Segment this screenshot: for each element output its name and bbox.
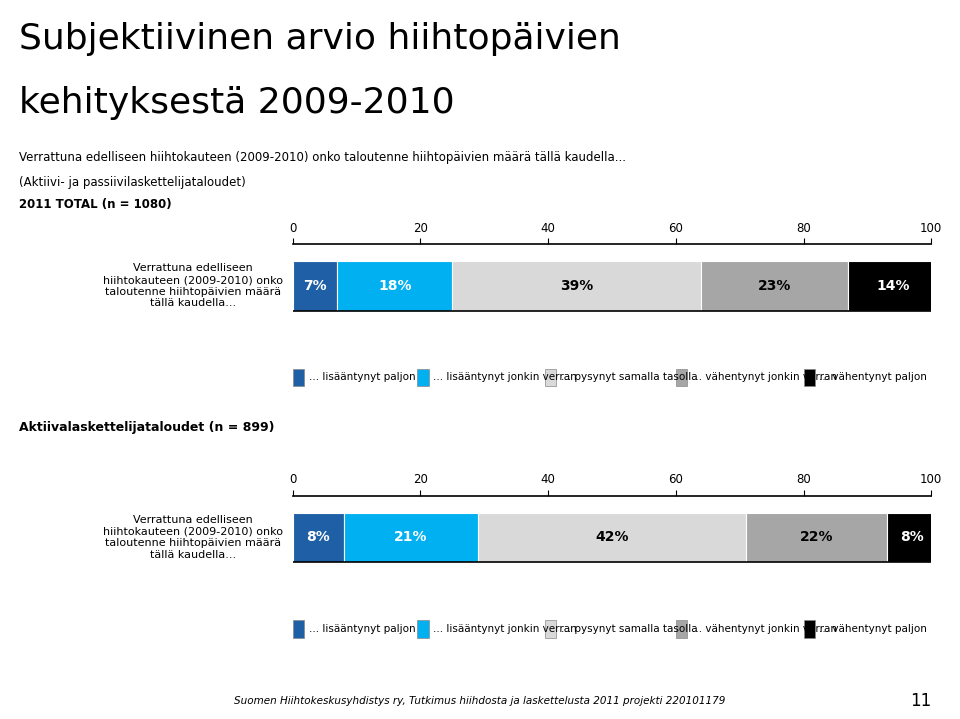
Text: 23%: 23% — [758, 279, 791, 293]
Bar — [452, 261, 702, 311]
Text: (Aktiivi- ja passiivilaskettelijataloudet): (Aktiivi- ja passiivilaskettelijataloude… — [19, 176, 246, 189]
Bar — [676, 620, 687, 638]
Bar — [545, 369, 557, 386]
Text: 22%: 22% — [800, 531, 833, 544]
Text: tns: tns — [31, 673, 62, 691]
Text: 11: 11 — [910, 692, 931, 710]
Bar — [478, 513, 746, 562]
Text: Verrattuna edelliseen hiihtokauteen (2009-2010) onko taloutenne hiihtopäivien mä: Verrattuna edelliseen hiihtokauteen (200… — [19, 151, 626, 164]
Bar — [418, 620, 429, 638]
Text: ... vähentynyt jonkin verran: ... vähentynyt jonkin verran — [692, 372, 837, 383]
Text: ... lisääntynyt paljon: ... lisääntynyt paljon — [309, 624, 416, 634]
Bar — [293, 261, 338, 311]
Text: Suomen Hiihtokeskusyhdistys ry, Tutkimus hiihdosta ja laskettelusta 2011 projekt: Suomen Hiihtokeskusyhdistys ry, Tutkimus… — [234, 696, 726, 706]
Bar — [702, 261, 849, 311]
Text: gallup: gallup — [72, 677, 119, 691]
Bar — [804, 620, 815, 638]
Text: kehityksestä 2009-2010: kehityksestä 2009-2010 — [19, 86, 455, 120]
Text: 39%: 39% — [561, 279, 593, 293]
Text: Aktiivalaskettelijataloudet (n = 899): Aktiivalaskettelijataloudet (n = 899) — [19, 421, 275, 434]
Text: Verrattuna edelliseen
hiihtokauteen (2009-2010) onko
taloutenne hiihtopäivien mä: Verrattuna edelliseen hiihtokauteen (200… — [104, 515, 283, 560]
Bar — [293, 620, 304, 638]
Bar — [849, 261, 938, 311]
Text: Verrattuna edelliseen
hiihtokauteen (2009-2010) onko
taloutenne hiihtopäivien mä: Verrattuna edelliseen hiihtokauteen (200… — [104, 263, 283, 308]
Bar — [338, 261, 452, 311]
Bar — [746, 513, 886, 562]
Text: 18%: 18% — [378, 279, 412, 293]
Bar — [293, 513, 344, 562]
Text: 42%: 42% — [595, 531, 629, 544]
Text: ... vähentynyt paljon: ... vähentynyt paljon — [820, 624, 927, 634]
Text: ... lisääntynyt paljon: ... lisääntynyt paljon — [309, 372, 416, 383]
Bar — [344, 513, 478, 562]
Bar — [293, 369, 304, 386]
Text: ... pysynyt samalla tasolla: ... pysynyt samalla tasolla — [561, 624, 698, 634]
Text: Subjektiivinen arvio hiihtopäivien: Subjektiivinen arvio hiihtopäivien — [19, 22, 621, 55]
Bar — [676, 369, 687, 386]
Text: 8%: 8% — [306, 531, 330, 544]
Text: ... vähentynyt jonkin verran: ... vähentynyt jonkin verran — [692, 624, 837, 634]
Text: 7%: 7% — [303, 279, 327, 293]
Text: ... vähentynyt paljon: ... vähentynyt paljon — [820, 372, 927, 383]
Text: 14%: 14% — [876, 279, 910, 293]
Text: ... lisääntynyt jonkin verran: ... lisääntynyt jonkin verran — [433, 624, 577, 634]
Text: ... lisääntynyt jonkin verran: ... lisääntynyt jonkin verran — [433, 372, 577, 383]
Text: ... pysynyt samalla tasolla: ... pysynyt samalla tasolla — [561, 372, 698, 383]
Text: 21%: 21% — [395, 531, 427, 544]
Bar — [886, 513, 938, 562]
Bar — [804, 369, 815, 386]
Text: 8%: 8% — [900, 531, 924, 544]
Bar — [418, 369, 429, 386]
Bar — [545, 620, 557, 638]
Text: 2011 TOTAL (n = 1080): 2011 TOTAL (n = 1080) — [19, 198, 172, 211]
